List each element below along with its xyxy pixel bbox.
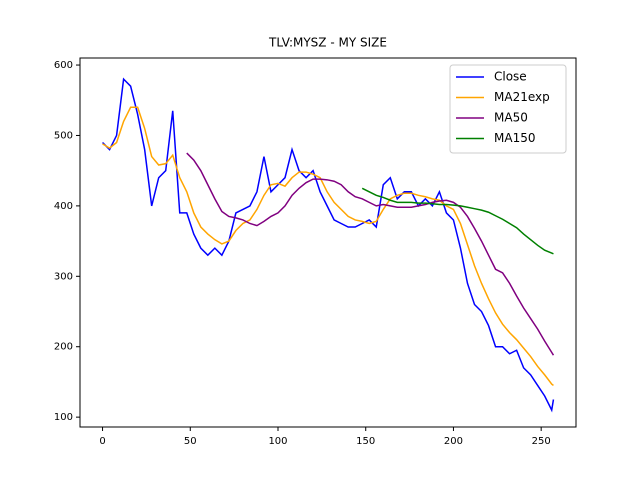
x-tick-label: 0 [99, 436, 105, 447]
x-tick-label: 250 [532, 436, 551, 447]
legend-label: Close [494, 70, 527, 84]
x-tick-label: 100 [268, 436, 287, 447]
y-tick-label: 500 [54, 130, 73, 141]
y-tick-label: 200 [54, 342, 73, 353]
line-series [361, 187, 554, 255]
line-series [102, 106, 554, 387]
line-series [102, 77, 555, 413]
x-tick-label: 50 [184, 436, 197, 447]
chart-title: TLV:MYSZ - MY SIZE [268, 36, 387, 50]
plot-frame [79, 57, 577, 428]
x-tick-label: 200 [444, 436, 463, 447]
legend-box [449, 64, 567, 154]
legend-label: MA21exp [494, 90, 550, 104]
y-tick-label: 600 [54, 60, 73, 71]
y-tick-label: 100 [54, 412, 73, 423]
line-series [186, 152, 555, 356]
legend-label: MA50 [494, 111, 528, 125]
legend-label: MA150 [494, 131, 535, 145]
x-tick-label: 150 [356, 436, 375, 447]
y-tick-label: 400 [54, 201, 73, 212]
y-tick-label: 300 [54, 271, 73, 282]
